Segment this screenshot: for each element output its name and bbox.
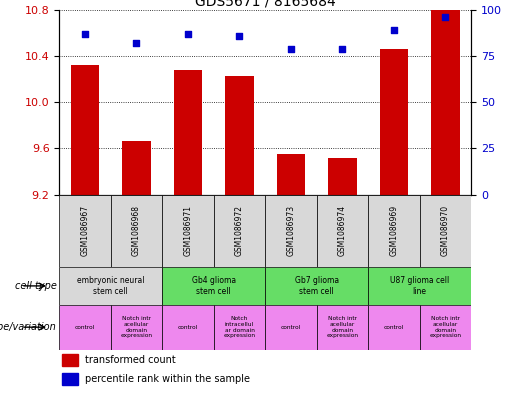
Bar [265,267,368,305]
Text: GSM1086974: GSM1086974 [338,205,347,257]
Text: GSM1086967: GSM1086967 [80,205,90,257]
Bar [62,373,78,385]
Text: Gb4 glioma
stem cell: Gb4 glioma stem cell [192,276,236,296]
Bar [174,70,202,195]
Point [390,27,398,33]
Bar [59,195,111,267]
Bar [265,305,317,350]
Point [235,33,244,39]
Text: Notch
intracellul
ar domain
expression: Notch intracellul ar domain expression [224,316,255,338]
Bar [431,10,459,195]
Bar [317,195,368,267]
Bar [162,305,214,350]
Bar [214,305,265,350]
Bar [123,141,150,195]
Text: Notch intr
acellular
domain
expression: Notch intr acellular domain expression [327,316,358,338]
Bar [162,267,265,305]
Text: Notch intr
acellular
domain
expression: Notch intr acellular domain expression [121,316,152,338]
Text: embryonic neural
stem cell: embryonic neural stem cell [77,276,145,296]
Bar [368,195,420,267]
Bar [277,154,305,195]
Text: GSM1086971: GSM1086971 [183,206,193,256]
Bar [329,158,356,195]
Bar [368,267,471,305]
Text: control: control [281,325,301,330]
Text: control: control [75,325,95,330]
Text: control: control [178,325,198,330]
Bar [368,305,420,350]
Text: control: control [384,325,404,330]
Point [441,14,450,20]
Bar [226,75,253,195]
Bar [59,267,162,305]
Text: Notch intr
acellular
domain
expression: Notch intr acellular domain expression [430,316,461,338]
Point [338,46,347,52]
Text: percentile rank within the sample: percentile rank within the sample [85,374,250,384]
Text: GSM1086968: GSM1086968 [132,206,141,256]
Bar [420,305,471,350]
Bar [71,65,99,195]
Point [287,46,295,52]
Text: GSM1086973: GSM1086973 [286,205,296,257]
Point [81,31,89,37]
Bar [214,195,265,267]
Bar [317,305,368,350]
Bar [59,305,111,350]
Text: GSM1086970: GSM1086970 [441,205,450,257]
Text: cell type: cell type [15,281,57,291]
Point [132,40,141,46]
Text: GSM1086972: GSM1086972 [235,206,244,256]
Bar [111,305,162,350]
Bar [265,195,317,267]
Point [184,31,192,37]
Bar [62,354,78,366]
Text: transformed count: transformed count [85,355,176,365]
Text: Gb7 glioma
stem cell: Gb7 glioma stem cell [295,276,339,296]
Title: GDS5671 / 8165684: GDS5671 / 8165684 [195,0,336,9]
Bar [420,195,471,267]
Text: GSM1086969: GSM1086969 [389,205,399,257]
Bar [111,195,162,267]
Bar [162,195,214,267]
Bar [380,49,408,195]
Text: U87 glioma cell
line: U87 glioma cell line [390,276,450,296]
Text: genotype/variation: genotype/variation [0,322,57,332]
